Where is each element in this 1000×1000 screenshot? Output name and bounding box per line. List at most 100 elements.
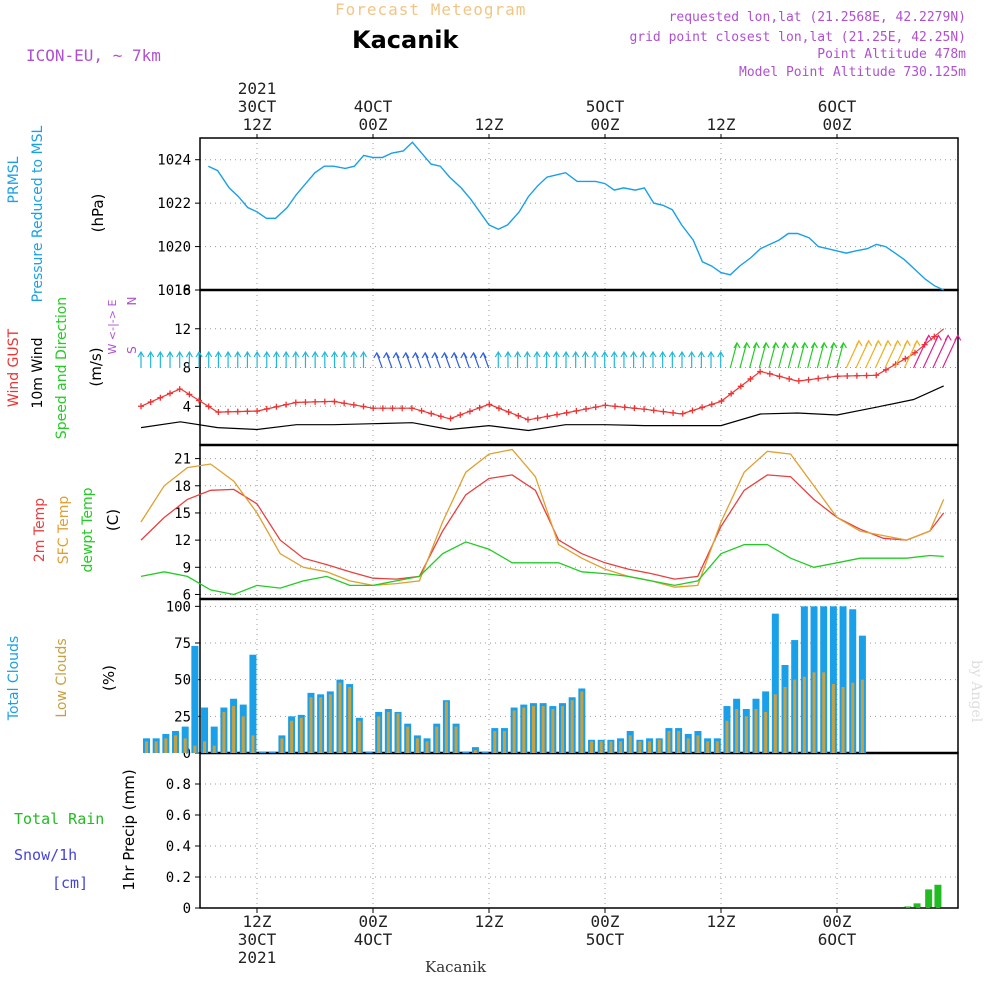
precip-unit-label: 1hr Precip (mm) bbox=[120, 769, 138, 890]
low-cloud-bar bbox=[541, 706, 545, 753]
gust-marker bbox=[486, 401, 493, 408]
gust-marker bbox=[844, 372, 851, 379]
wind-direction-arrow bbox=[807, 342, 815, 369]
total-cloud-bar bbox=[259, 751, 267, 753]
wind-direction-arrowhead bbox=[382, 351, 390, 359]
gust-marker bbox=[824, 374, 831, 381]
wind-direction-arrowhead bbox=[855, 339, 863, 347]
gust-marker bbox=[699, 404, 706, 411]
gust-marker bbox=[902, 355, 909, 362]
temp-label-dew: dewpt Temp bbox=[80, 487, 96, 572]
low-cloud-bar bbox=[715, 741, 719, 753]
low-cloud-bar bbox=[454, 726, 458, 753]
gust-marker bbox=[408, 405, 415, 412]
gust-marker bbox=[138, 403, 144, 410]
wind-direction-arrow bbox=[816, 342, 825, 369]
bottom-time-label: 12Z bbox=[243, 912, 272, 931]
gust-marker bbox=[457, 411, 464, 418]
wind-direction-arrowhead bbox=[874, 339, 882, 347]
low-cloud-bar bbox=[183, 738, 187, 753]
bottom-time-label: 00Z bbox=[823, 912, 852, 931]
dewpoint-line bbox=[140, 541, 944, 596]
gust-marker bbox=[728, 390, 735, 397]
top-time-label: 12Z bbox=[243, 115, 272, 134]
bottom-time-label: 2021 bbox=[238, 948, 277, 967]
low-cloud-bar bbox=[822, 672, 826, 753]
y-tick-label: 0 bbox=[183, 901, 191, 917]
wind-direction-arrowhead bbox=[601, 350, 609, 358]
gust-marker bbox=[360, 403, 367, 410]
wind-direction-arrowhead bbox=[772, 341, 780, 349]
wind-line bbox=[140, 385, 944, 432]
low-cloud-bar bbox=[657, 739, 661, 753]
total-cloud-bar bbox=[462, 751, 470, 753]
gust-marker bbox=[476, 404, 483, 411]
low-cloud-bar bbox=[686, 738, 690, 753]
low-cloud-bar bbox=[560, 706, 564, 753]
low-cloud-bar bbox=[386, 711, 390, 753]
y-tick-label: 0.6 bbox=[166, 808, 191, 824]
wind-direction-arrowhead bbox=[340, 350, 348, 358]
wind-direction-arrowhead bbox=[781, 341, 789, 349]
total-cloud-bar bbox=[249, 654, 257, 753]
y-tick-label: 15 bbox=[174, 506, 191, 522]
gust-marker bbox=[447, 415, 454, 422]
wind-direction-arrow bbox=[922, 335, 939, 369]
y-tick-label: 75 bbox=[174, 636, 191, 652]
gust-marker bbox=[515, 412, 522, 419]
low-cloud-bar bbox=[502, 731, 506, 753]
wind-direction-arrowhead bbox=[156, 350, 164, 358]
gust-marker bbox=[563, 409, 570, 416]
gust-marker bbox=[592, 404, 599, 411]
gust-marker bbox=[834, 373, 841, 380]
gust-marker bbox=[795, 377, 802, 384]
wind-direction-arrowhead bbox=[562, 350, 570, 358]
wind-direction-arrowhead bbox=[762, 341, 770, 349]
wind-direction-arrowhead bbox=[350, 350, 358, 358]
total-cloud-bar bbox=[829, 606, 837, 753]
low-cloud-bar bbox=[493, 731, 497, 753]
model-altitude: Model Point Altitude 730.125m bbox=[739, 65, 966, 80]
wind-direction-arrowhead bbox=[224, 350, 232, 358]
gust-marker bbox=[776, 373, 783, 380]
wind-direction-arrowhead bbox=[431, 351, 439, 359]
wind-direction-arrowhead bbox=[649, 350, 657, 358]
wind-direction-arrowhead bbox=[205, 350, 213, 358]
gust-marker bbox=[505, 409, 512, 416]
pressure-label-prmsl: PRMSL bbox=[6, 156, 22, 203]
low-cloud-bar bbox=[241, 716, 245, 753]
wind-direction-arrowhead bbox=[292, 350, 300, 358]
location-title: Kacanik bbox=[352, 26, 459, 54]
wind-direction-arrowhead bbox=[195, 350, 203, 358]
low-cloud-bar bbox=[648, 741, 652, 753]
wind-direction-arrowhead bbox=[707, 350, 715, 358]
gust-marker bbox=[612, 403, 619, 410]
top-time-label: 00Z bbox=[359, 115, 388, 134]
wind-direction-arrow bbox=[836, 342, 845, 369]
bottom-time-label: 4OCT bbox=[354, 930, 393, 949]
wind-label-10m: 10m Wind bbox=[30, 337, 46, 408]
wind-direction-arrowhead bbox=[253, 350, 261, 358]
y-tick-label: 6 bbox=[183, 587, 191, 603]
gust-marker bbox=[331, 398, 338, 405]
temp-label-2m: 2m Temp bbox=[32, 498, 48, 562]
bottom-time-label: 00Z bbox=[591, 912, 620, 931]
panel-frame-precip bbox=[199, 752, 959, 909]
y-tick-label: 25 bbox=[174, 709, 191, 725]
wind-label-gust: Wind GUST bbox=[6, 328, 22, 407]
wind-direction-arrowhead bbox=[543, 350, 551, 358]
y-tick-label: 21 bbox=[174, 452, 191, 468]
wind-direction-arrowhead bbox=[137, 350, 145, 358]
low-cloud-bar bbox=[570, 700, 574, 753]
wind-direction-arrow bbox=[758, 342, 767, 369]
total-cloud-bar bbox=[771, 613, 779, 753]
requested-point: requested lon,lat (21.2568E, 42.2279N) bbox=[668, 10, 966, 25]
wind-direction-arrow bbox=[826, 342, 835, 369]
gust-marker bbox=[321, 398, 328, 405]
low-cloud-bar bbox=[338, 682, 342, 753]
total-cloud-bar bbox=[201, 707, 209, 753]
wind-direction-arrowhead bbox=[359, 350, 368, 358]
wind-direction-arrowhead bbox=[810, 341, 818, 349]
low-cloud-bar bbox=[348, 687, 352, 753]
low-cloud-bar bbox=[551, 709, 555, 753]
